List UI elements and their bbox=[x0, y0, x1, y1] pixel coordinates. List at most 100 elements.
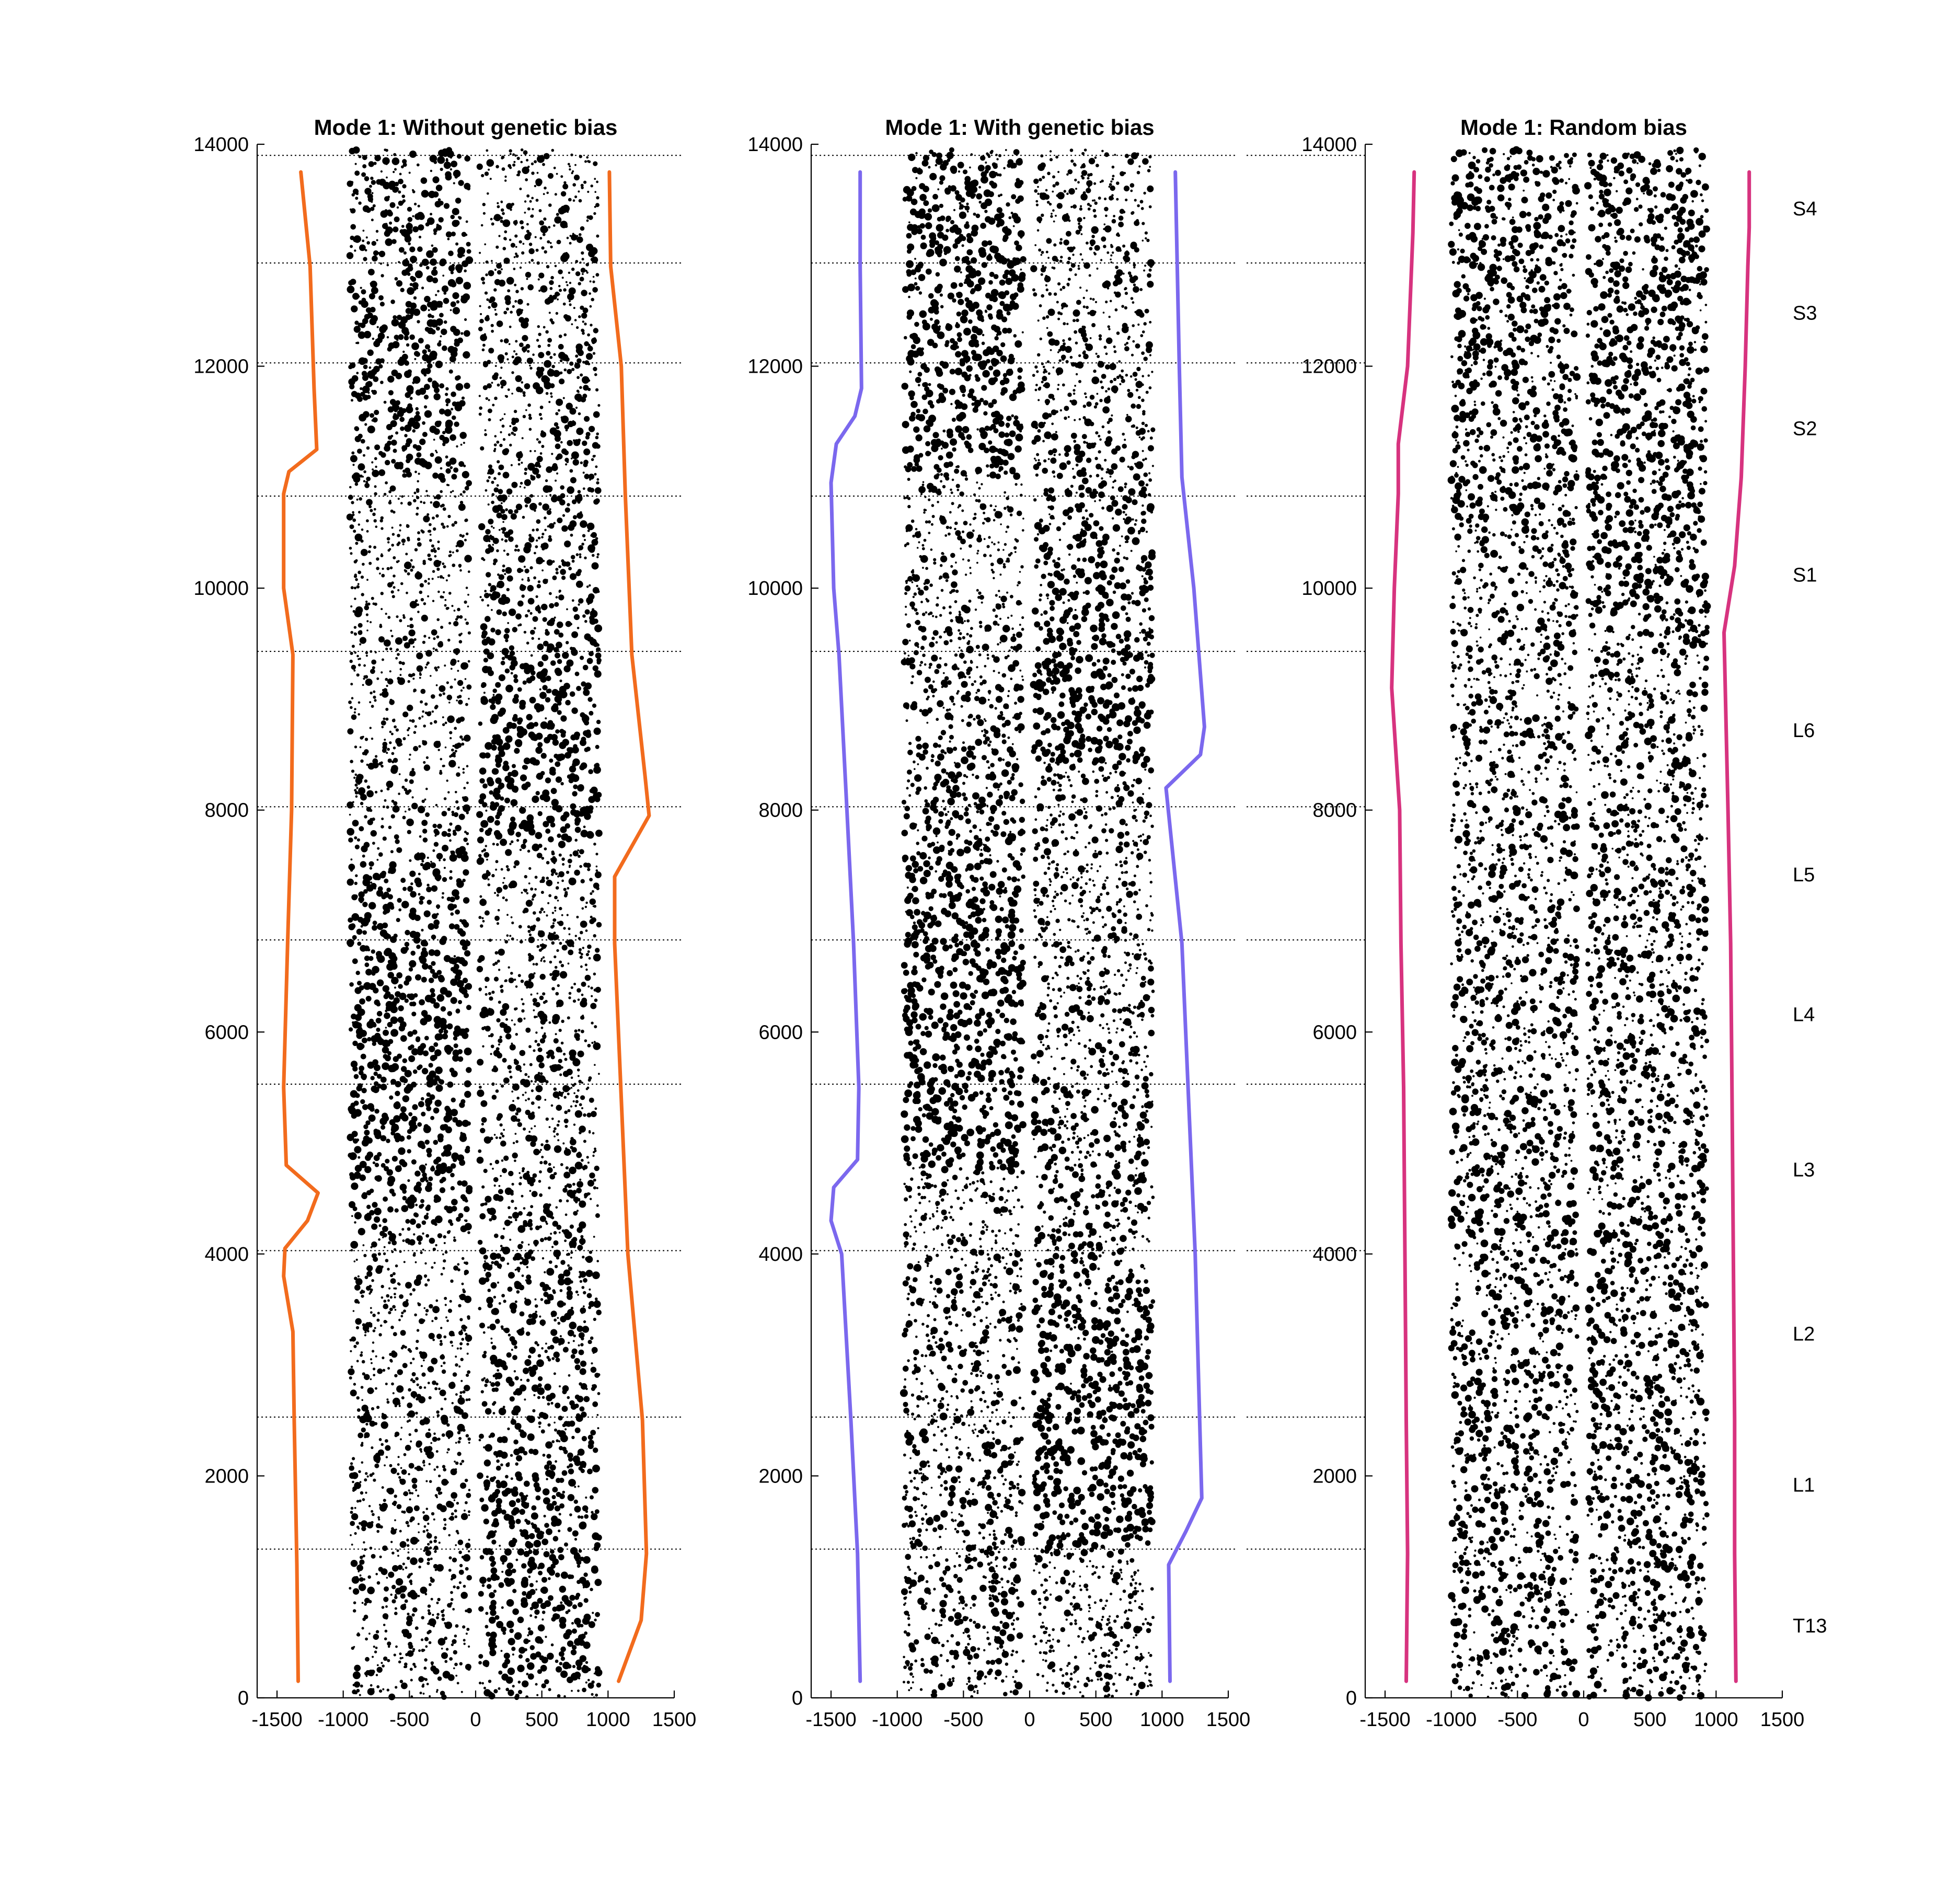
data-point bbox=[541, 1034, 547, 1039]
data-point bbox=[425, 1234, 430, 1238]
data-point bbox=[455, 198, 462, 204]
data-point bbox=[548, 932, 551, 935]
data-point bbox=[395, 991, 401, 997]
data-point bbox=[516, 1290, 520, 1294]
data-point bbox=[356, 1396, 360, 1400]
data-point bbox=[359, 1065, 365, 1072]
data-point bbox=[384, 1637, 387, 1640]
data-point bbox=[370, 1358, 373, 1361]
data-point bbox=[453, 610, 456, 612]
data-point bbox=[574, 1404, 579, 1408]
data-point bbox=[359, 1070, 364, 1076]
data-point bbox=[381, 818, 384, 820]
data-point bbox=[390, 850, 394, 854]
data-point bbox=[568, 996, 571, 999]
data-point bbox=[416, 512, 419, 516]
data-point bbox=[353, 632, 356, 635]
data-point bbox=[521, 1597, 528, 1604]
data-point bbox=[521, 1563, 527, 1569]
data-point bbox=[580, 1343, 584, 1347]
data-point bbox=[477, 1059, 484, 1066]
data-point bbox=[401, 661, 405, 665]
data-point bbox=[454, 1266, 457, 1269]
data-point bbox=[434, 1316, 438, 1320]
data-point bbox=[403, 335, 409, 341]
data-point bbox=[514, 1281, 521, 1287]
data-point bbox=[374, 1109, 379, 1114]
data-point bbox=[447, 346, 455, 353]
data-point bbox=[439, 1389, 446, 1397]
data-point bbox=[577, 1294, 579, 1296]
data-point bbox=[386, 685, 388, 687]
data-point bbox=[349, 1152, 357, 1160]
data-point bbox=[540, 1063, 544, 1066]
data-point bbox=[537, 1072, 540, 1075]
data-point bbox=[442, 577, 445, 579]
data-point bbox=[421, 928, 424, 932]
data-point bbox=[395, 1101, 400, 1107]
data-point bbox=[412, 677, 415, 680]
data-point bbox=[405, 1444, 411, 1451]
data-point bbox=[460, 1132, 463, 1135]
data-point bbox=[527, 1627, 531, 1631]
data-point bbox=[564, 1239, 567, 1243]
data-point bbox=[350, 1102, 355, 1108]
data-point bbox=[381, 1486, 384, 1489]
data-point bbox=[434, 1099, 442, 1107]
data-point bbox=[551, 850, 555, 854]
data-point bbox=[387, 1645, 390, 1648]
data-point bbox=[406, 1620, 412, 1626]
data-point bbox=[355, 342, 358, 344]
data-point bbox=[366, 1475, 369, 1478]
data-point bbox=[568, 949, 574, 956]
data-point bbox=[413, 351, 420, 357]
data-point bbox=[418, 1676, 424, 1682]
data-point bbox=[499, 1022, 505, 1028]
data-point bbox=[415, 1377, 419, 1381]
data-point bbox=[541, 1347, 544, 1350]
data-point bbox=[386, 1169, 393, 1176]
data-point bbox=[429, 1546, 432, 1549]
data-point bbox=[376, 239, 378, 242]
data-point bbox=[360, 387, 363, 390]
data-point bbox=[455, 549, 459, 553]
data-point bbox=[465, 1145, 470, 1151]
data-point bbox=[355, 542, 359, 545]
data-point bbox=[375, 1018, 382, 1024]
data-point bbox=[552, 1130, 556, 1133]
data-point bbox=[584, 1514, 589, 1519]
data-point bbox=[449, 168, 453, 171]
data-point bbox=[355, 795, 358, 798]
data-point bbox=[427, 1522, 430, 1525]
data-point bbox=[354, 745, 358, 749]
data-point bbox=[352, 610, 355, 613]
data-point bbox=[550, 1549, 555, 1554]
data-point bbox=[364, 912, 372, 919]
data-point bbox=[442, 562, 445, 565]
data-point bbox=[426, 856, 429, 859]
data-point bbox=[511, 1349, 513, 1351]
data-point bbox=[461, 1459, 465, 1463]
data-point bbox=[450, 326, 457, 332]
data-point bbox=[372, 921, 377, 925]
data-point bbox=[530, 1080, 533, 1083]
data-point bbox=[400, 426, 405, 431]
data-point bbox=[446, 1501, 453, 1508]
data-point bbox=[485, 1277, 490, 1282]
data-point bbox=[412, 226, 419, 233]
data-point bbox=[567, 1286, 572, 1291]
data-point bbox=[539, 995, 544, 1001]
data-point bbox=[457, 680, 464, 686]
data-point bbox=[354, 1277, 358, 1280]
data-point bbox=[378, 1503, 382, 1506]
data-point bbox=[464, 155, 470, 162]
data-point bbox=[358, 463, 365, 471]
data-point bbox=[481, 1682, 484, 1685]
data-point bbox=[544, 1600, 551, 1607]
data-point bbox=[443, 1361, 446, 1364]
data-point bbox=[365, 1657, 370, 1662]
data-point bbox=[459, 569, 462, 572]
data-point bbox=[568, 1479, 576, 1487]
data-point bbox=[465, 1609, 468, 1613]
data-point bbox=[384, 878, 389, 883]
